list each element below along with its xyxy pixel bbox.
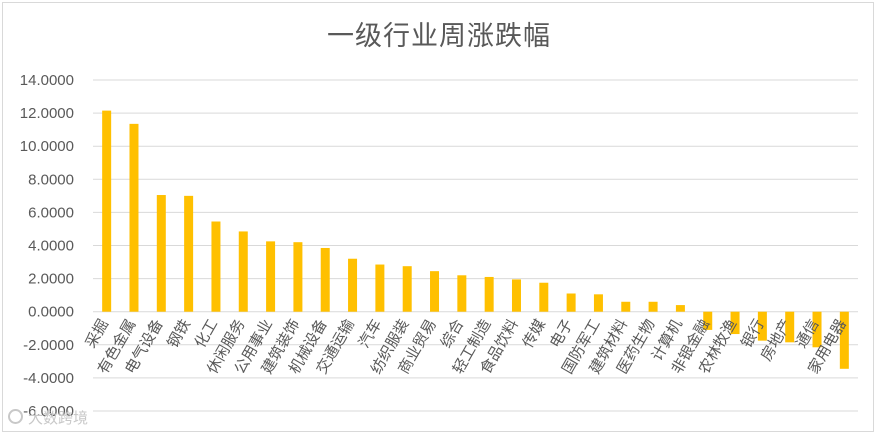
watermark-text: 大数跨境: [28, 409, 89, 427]
y-tick-label: -2.0000: [23, 337, 74, 354]
y-tick-label: 12.0000: [20, 105, 74, 122]
bar: [211, 221, 221, 312]
y-tick-label: 8.0000: [28, 171, 74, 188]
bar: [703, 311, 713, 330]
bar: [375, 264, 385, 312]
bar: [621, 301, 631, 312]
bar: [839, 311, 849, 369]
y-axis-ticks: 14.0000 12.0000 10.0000 8.0000 6.0000 4.0000 2…: [20, 72, 74, 420]
y-tick-label: 10.0000: [20, 138, 74, 155]
y-tick-label: 2.0000: [28, 271, 74, 288]
x-tick-label: 传媒: [519, 316, 550, 351]
bar: [593, 294, 603, 312]
bar: [730, 311, 740, 335]
bar: [238, 231, 248, 312]
watermark-logo-icon: [8, 409, 23, 424]
bar: [539, 282, 549, 312]
bar: [675, 305, 685, 312]
bar: [402, 266, 412, 312]
x-tick-label: 钢铁: [163, 316, 194, 351]
bar: [293, 242, 303, 312]
bar: [785, 311, 795, 343]
bar: [129, 123, 139, 312]
bar: [430, 271, 440, 312]
bar: [457, 275, 467, 312]
chart-frame: [2, 2, 874, 432]
bar: [648, 301, 658, 312]
gridlines: [93, 79, 858, 412]
bar: [348, 258, 358, 312]
y-tick-label: 0.0000: [28, 304, 74, 321]
bar: [566, 293, 576, 312]
watermark: 大数跨境: [8, 407, 88, 428]
bar: [102, 110, 112, 312]
y-tick-label: 14.0000: [20, 72, 74, 89]
y-tick-label: -6.0000: [23, 403, 74, 420]
bar: [812, 311, 822, 348]
bar: [156, 195, 166, 312]
bar: [320, 247, 330, 312]
bar: [511, 279, 521, 312]
y-tick-label: 6.0000: [28, 204, 74, 221]
chart-title: 一级行业周涨跌幅: [327, 21, 551, 52]
bars: [102, 110, 849, 369]
y-tick-label: 4.0000: [28, 238, 74, 255]
y-tick-label: -4.0000: [23, 370, 74, 387]
bar: [184, 195, 194, 312]
bar: [484, 276, 494, 312]
bar: [266, 241, 276, 312]
bar: [757, 311, 767, 341]
x-axis-ticks: 采掘有色金属电气设备钢铁化工休闲服务公用事业建筑装饰机械设备交通运输汽车纺织服装…: [82, 316, 850, 377]
